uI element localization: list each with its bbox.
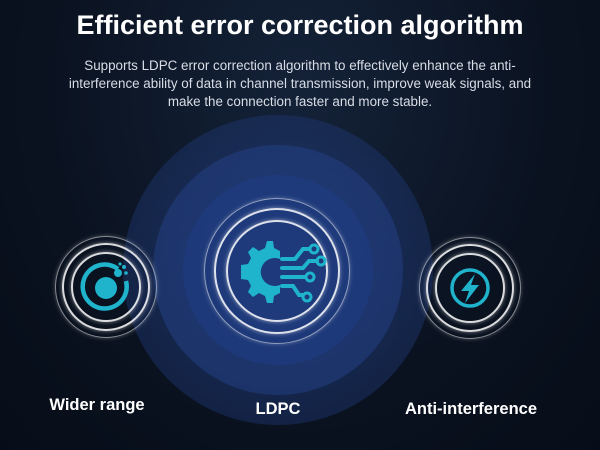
- ring: [55, 236, 157, 338]
- feature-label-ldpc: LDPC: [255, 400, 301, 418]
- feature-label-wider-range: Wider range: [49, 396, 145, 414]
- orbit-icon: [80, 262, 129, 311]
- lightning-icon: [450, 268, 490, 308]
- ring: [419, 237, 521, 339]
- ring: [214, 208, 340, 334]
- ring: [226, 220, 328, 322]
- ring: [62, 243, 150, 331]
- description: Supports LDPC error correction algorithm…: [68, 58, 532, 109]
- ring: [435, 253, 505, 323]
- ring: [426, 244, 514, 332]
- feature-label-anti-interference: Anti-interference: [404, 400, 538, 418]
- ring: [204, 198, 350, 344]
- page-title: Efficient error correction algorithm: [76, 10, 524, 40]
- ring: [71, 252, 141, 322]
- gear-circuit-icon: [241, 241, 327, 303]
